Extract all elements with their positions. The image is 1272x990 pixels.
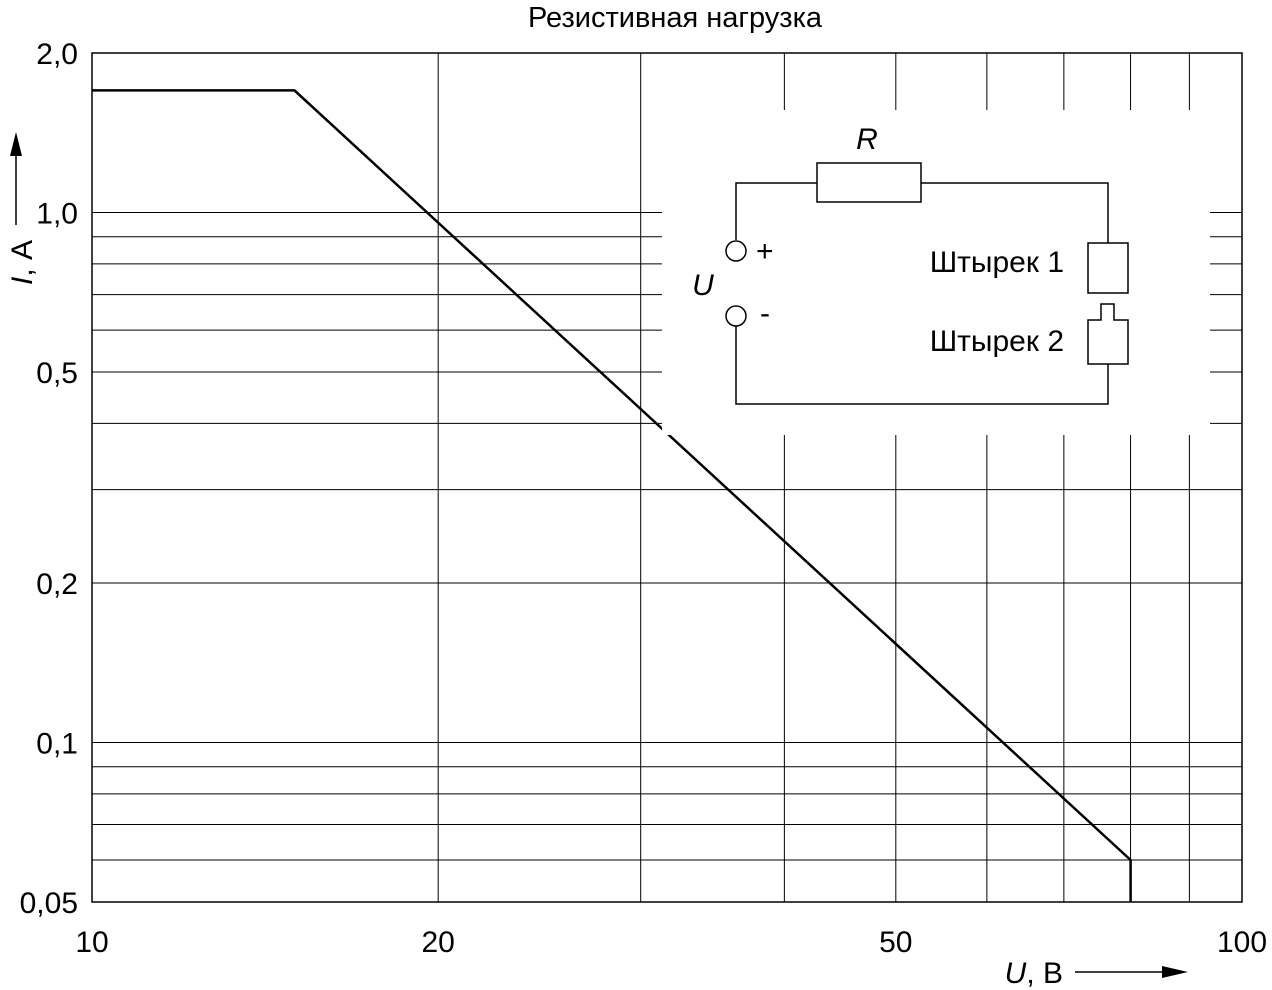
y-label-unit: , А [6, 240, 39, 277]
pin-2-label: Штырек 2 [930, 325, 1064, 358]
x-tick-label: 10 [75, 926, 108, 959]
pin-2-symbol [1087, 303, 1129, 365]
y-axis-arrow-icon [10, 132, 22, 225]
plot-frame [91, 52, 1243, 903]
minus-label: - [760, 297, 770, 330]
chart-title: Резистивная нагрузка [528, 2, 823, 34]
x-label-symbol: U [1005, 957, 1027, 990]
x-tick-label: 20 [421, 926, 454, 959]
y-tick-label: 2,0 [36, 38, 78, 71]
pin-1-symbol [1087, 242, 1129, 294]
y-tick-label: 0,2 [36, 568, 78, 601]
svg-text:I, А: I, А [6, 240, 39, 285]
resistor-label: R [856, 123, 878, 156]
y-tick-label: 0,05 [20, 887, 78, 920]
x-axis-label: U, В [1005, 957, 1063, 990]
plot-border [91, 52, 1243, 903]
x-tick-labels: 10 20 50 100 [75, 926, 1267, 959]
top-wire-right [921, 182, 1109, 243]
x-tick-label: 100 [1217, 926, 1267, 959]
bottom-wire [735, 326, 1109, 405]
x-axis-arrow-icon [1075, 966, 1188, 978]
voltage-label: U [692, 269, 714, 302]
y-label-symbol: I [6, 277, 39, 285]
x-label-unit: , В [1026, 957, 1063, 990]
y-tick-labels: 0,05 0,1 0,2 0,5 1,0 2,0 [20, 38, 78, 920]
pin-1-label: Штырек 1 [930, 246, 1064, 279]
minus-terminal-icon [725, 305, 747, 327]
series-line [92, 89, 1132, 902]
resistor-symbol [816, 162, 922, 203]
top-wire [735, 182, 817, 240]
y-axis-label: I, А [6, 240, 39, 285]
circuit-inset: R + U - Штырек 1 Штырек 2 [662, 110, 1210, 435]
x-tick-label: 50 [879, 926, 912, 959]
plus-terminal-icon [725, 240, 747, 262]
y-tick-label: 1,0 [36, 198, 78, 231]
data-series [92, 89, 1132, 902]
plus-label: + [756, 235, 774, 268]
y-tick-label: 0,5 [36, 357, 78, 390]
y-tick-label: 0,1 [36, 727, 78, 760]
